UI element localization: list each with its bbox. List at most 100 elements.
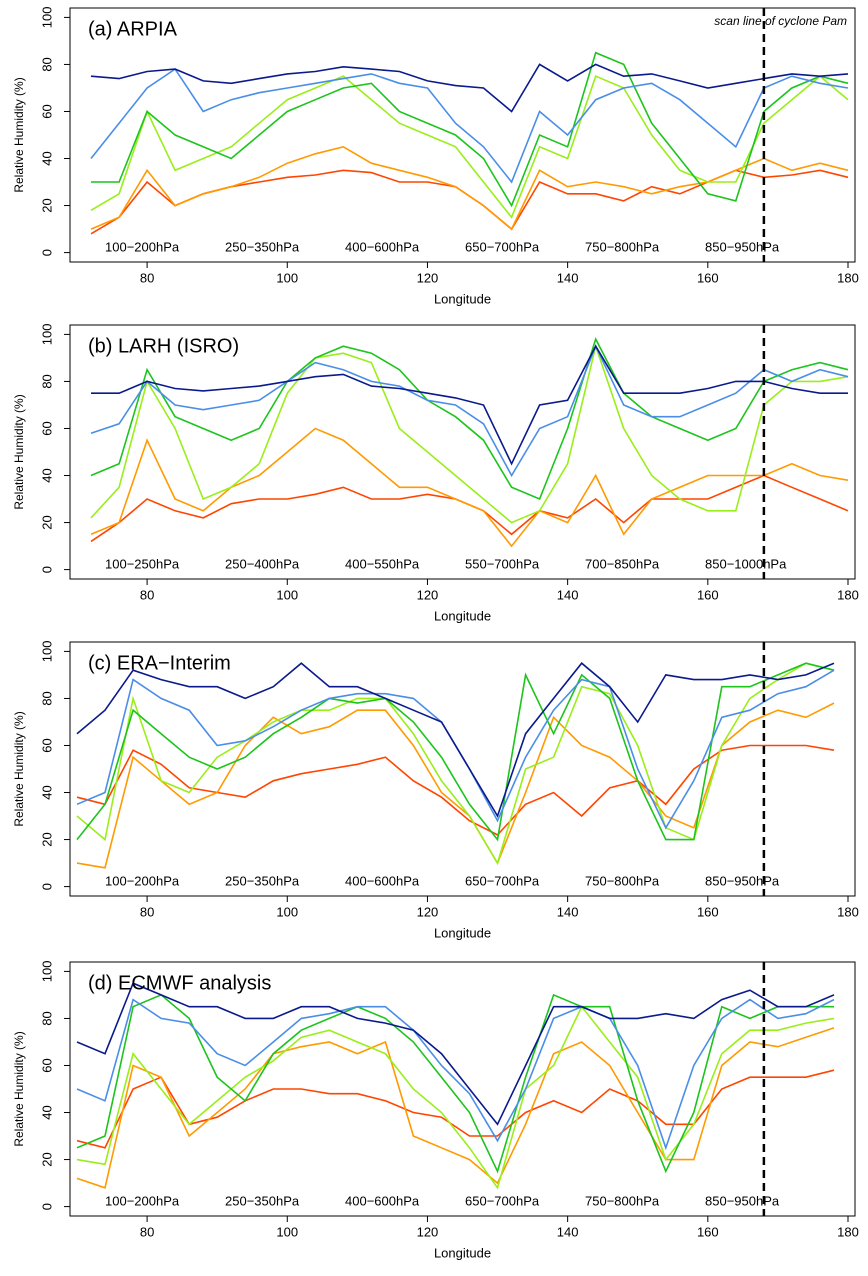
- data-line: [90, 63, 849, 113]
- panel: 0 20 40 60 80 100 80 100 120 140 160 180 Longitude Re…: [12, 7, 859, 307]
- y-tick-label: 40: [39, 785, 54, 799]
- legend-label: 650−700hPa: [465, 873, 540, 888]
- data-line: [76, 982, 835, 1126]
- data-line: [90, 337, 849, 501]
- data-line: [76, 1005, 835, 1190]
- panel-title: (a) ARPIA: [88, 18, 178, 40]
- y-tick-label: 100: [39, 961, 54, 983]
- y-tick-label: 80: [39, 57, 54, 71]
- x-tick-label: 140: [557, 270, 579, 285]
- legend-label: 400−600hPa: [345, 873, 420, 888]
- data-line: [76, 1069, 835, 1149]
- legend-label: 100−250hPa: [105, 556, 180, 571]
- x-tick-label: 120: [417, 904, 439, 919]
- data-line: [90, 145, 849, 231]
- panel-title: (b) LARH (ISRO): [88, 335, 239, 357]
- legend-label: 100−200hPa: [105, 873, 180, 888]
- x-tick-label: 120: [417, 587, 439, 602]
- legend-label: 650−700hPa: [465, 239, 540, 254]
- x-tick-label: 100: [276, 1224, 298, 1239]
- y-tick-label: 0: [39, 566, 54, 573]
- legend-label: 850−950hPa: [705, 873, 780, 888]
- legend-label: 400−600hPa: [345, 1193, 420, 1208]
- x-tick-label: 160: [697, 270, 719, 285]
- x-tick-label: 140: [557, 587, 579, 602]
- x-tick-label: 80: [140, 904, 154, 919]
- x-tick-label: 100: [276, 587, 298, 602]
- x-axis-label: Longitude: [434, 1245, 491, 1260]
- x-tick-label: 160: [697, 904, 719, 919]
- legend-label: 250−400hPa: [225, 556, 300, 571]
- plot-frame: [69, 961, 856, 1217]
- x-axis-label: Longitude: [434, 291, 491, 306]
- y-tick-label: 100: [39, 324, 54, 346]
- y-tick-label: 20: [39, 198, 54, 212]
- panel: 0 20 40 60 80 100 80 100 120 140 160 180 Longitude Re…: [12, 961, 859, 1261]
- x-tick-label: 180: [837, 587, 859, 602]
- y-tick-label: 40: [39, 468, 54, 482]
- y-tick-label: 40: [39, 1105, 54, 1119]
- y-tick-label: 0: [39, 1203, 54, 1210]
- legend-label: 100−200hPa: [105, 1193, 180, 1208]
- legend-label: 550−700hPa: [465, 556, 540, 571]
- legend-label: 400−550hPa: [345, 556, 420, 571]
- y-tick-label: 20: [39, 1152, 54, 1166]
- y-tick-label: 0: [39, 883, 54, 890]
- data-line: [90, 344, 849, 478]
- x-tick-label: 80: [140, 587, 154, 602]
- y-tick-label: 80: [39, 691, 54, 705]
- y-axis-label: Relative Humidity (%): [12, 1031, 26, 1146]
- data-line: [91, 51, 849, 208]
- legend-label: 250−350hPa: [225, 873, 300, 888]
- legend-label: 750−800hPa: [585, 239, 660, 254]
- panel-title: (d) ECMWF analysis: [88, 972, 271, 994]
- data-line: [76, 998, 835, 1151]
- panel: 0 20 40 60 80 100 80 100 120 140 160 180 Longitude Re…: [12, 324, 859, 624]
- x-axis-label: Longitude: [434, 925, 491, 940]
- y-tick-label: 40: [39, 151, 54, 165]
- data-line: [76, 993, 834, 1174]
- legend-label: 400−600hPa: [345, 239, 420, 254]
- y-axis-label: Relative Humidity (%): [12, 711, 26, 826]
- legend-label: 250−350hPa: [225, 1193, 300, 1208]
- legend-label: 750−800hPa: [585, 1193, 660, 1208]
- y-tick-label: 100: [39, 7, 54, 29]
- data-line: [76, 662, 835, 818]
- x-tick-label: 180: [837, 904, 859, 919]
- data-line: [90, 169, 849, 235]
- y-axis-label: Relative Humidity (%): [12, 77, 26, 192]
- x-tick-label: 80: [140, 270, 154, 285]
- y-tick-label: 20: [39, 832, 54, 846]
- legend-label: 750−800hPa: [585, 873, 660, 888]
- y-tick-label: 60: [39, 104, 54, 118]
- x-tick-label: 160: [697, 587, 719, 602]
- legend-label: 700−850hPa: [585, 556, 660, 571]
- plot-frame: [69, 7, 856, 263]
- y-tick-label: 80: [39, 374, 54, 388]
- data-line: [76, 662, 835, 842]
- legend-label: 250−350hPa: [225, 239, 300, 254]
- x-tick-label: 80: [140, 1224, 154, 1239]
- x-tick-label: 160: [697, 1224, 719, 1239]
- x-tick-label: 100: [276, 904, 298, 919]
- legend-label: 850−1000hPa: [705, 556, 787, 571]
- data-line: [90, 474, 849, 543]
- annotation: scan line of cyclone Pam: [714, 14, 847, 28]
- panel-title: (c) ERA−Interim: [88, 652, 231, 674]
- x-tick-label: 140: [557, 1224, 579, 1239]
- y-tick-label: 60: [39, 1058, 54, 1072]
- data-line: [76, 702, 835, 869]
- x-tick-label: 180: [837, 270, 859, 285]
- y-tick-label: 0: [39, 249, 54, 256]
- data-line: [90, 427, 849, 548]
- y-tick-label: 60: [39, 421, 54, 435]
- x-tick-label: 180: [837, 1224, 859, 1239]
- legend-label: 850−950hPa: [705, 1193, 780, 1208]
- x-tick-label: 100: [276, 270, 298, 285]
- x-tick-label: 120: [417, 270, 439, 285]
- x-tick-label: 120: [417, 1224, 439, 1239]
- data-line: [76, 662, 835, 866]
- legend-label: 850−950hPa: [705, 239, 780, 254]
- data-line: [90, 343, 849, 524]
